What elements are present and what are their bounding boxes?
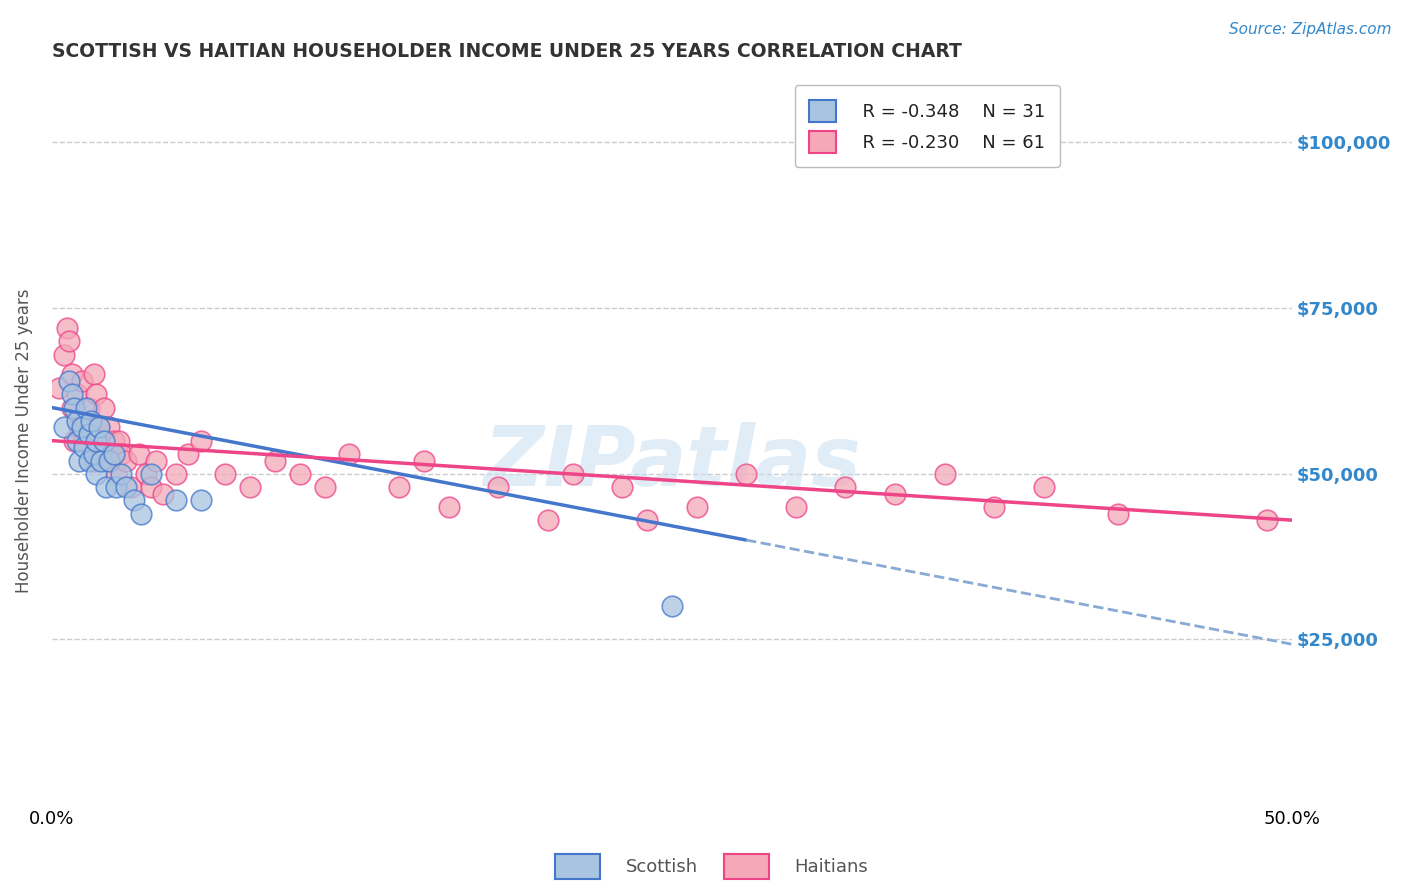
Y-axis label: Householder Income Under 25 years: Householder Income Under 25 years <box>15 288 32 593</box>
Point <box>190 493 212 508</box>
Text: ZIPatlas: ZIPatlas <box>482 422 860 503</box>
Point <box>1107 507 1129 521</box>
Point <box>735 467 758 481</box>
Point <box>83 453 105 467</box>
Point <box>76 401 98 415</box>
Point <box>110 447 132 461</box>
Point <box>60 387 83 401</box>
Point <box>83 368 105 382</box>
Point <box>53 347 76 361</box>
Point <box>86 467 108 481</box>
Point <box>412 453 434 467</box>
Point <box>77 401 100 415</box>
Point <box>561 467 583 481</box>
Point <box>145 453 167 467</box>
Point <box>65 387 87 401</box>
Point <box>177 447 200 461</box>
Point <box>86 434 108 448</box>
Point <box>100 453 122 467</box>
Point <box>486 480 509 494</box>
Point <box>58 374 80 388</box>
Point <box>97 453 120 467</box>
Point <box>105 467 128 481</box>
Point <box>122 493 145 508</box>
Point <box>73 440 96 454</box>
Point <box>337 447 360 461</box>
Point <box>983 500 1005 514</box>
Point <box>63 401 86 415</box>
Point <box>80 420 103 434</box>
Point <box>93 434 115 448</box>
Point <box>437 500 460 514</box>
Point <box>83 447 105 461</box>
Point <box>110 467 132 481</box>
Point <box>77 427 100 442</box>
Point <box>97 420 120 434</box>
Point <box>90 453 112 467</box>
Point <box>115 480 138 494</box>
Point <box>135 467 157 481</box>
Point <box>63 434 86 448</box>
Point <box>1256 513 1278 527</box>
Point <box>128 447 150 461</box>
Point <box>785 500 807 514</box>
Point <box>58 334 80 349</box>
Point <box>636 513 658 527</box>
Point <box>70 374 93 388</box>
Point <box>103 447 125 461</box>
Point <box>65 414 87 428</box>
Point <box>103 434 125 448</box>
Point <box>48 381 70 395</box>
Point <box>288 467 311 481</box>
Point <box>73 434 96 448</box>
Point <box>115 453 138 467</box>
Point <box>87 420 110 434</box>
Point <box>53 420 76 434</box>
Point <box>190 434 212 448</box>
Point <box>67 453 90 467</box>
Point <box>139 480 162 494</box>
Point <box>96 447 118 461</box>
Point <box>129 507 152 521</box>
Point <box>60 368 83 382</box>
Point <box>76 414 98 428</box>
Point <box>107 434 129 448</box>
Point <box>120 480 142 494</box>
Text: Haitians: Haitians <box>794 858 868 876</box>
Point <box>239 480 262 494</box>
Point <box>165 493 187 508</box>
Point <box>87 420 110 434</box>
Point <box>90 434 112 448</box>
Point <box>264 453 287 467</box>
Point <box>314 480 336 494</box>
Point <box>105 480 128 494</box>
Point <box>93 401 115 415</box>
Point <box>214 467 236 481</box>
Point <box>55 321 77 335</box>
Point <box>612 480 634 494</box>
Point <box>934 467 956 481</box>
Legend:   R = -0.348    N = 31,   R = -0.230    N = 61: R = -0.348 N = 31, R = -0.230 N = 61 <box>794 86 1060 167</box>
Text: Source: ZipAtlas.com: Source: ZipAtlas.com <box>1229 22 1392 37</box>
Point <box>537 513 560 527</box>
Point <box>165 467 187 481</box>
Point <box>80 414 103 428</box>
Point <box>67 420 90 434</box>
Point <box>70 420 93 434</box>
Point <box>96 480 118 494</box>
Point <box>139 467 162 481</box>
Point <box>685 500 707 514</box>
Point <box>60 401 83 415</box>
Point <box>834 480 856 494</box>
Point <box>661 599 683 614</box>
Point <box>152 486 174 500</box>
Point <box>388 480 411 494</box>
Text: SCOTTISH VS HAITIAN HOUSEHOLDER INCOME UNDER 25 YEARS CORRELATION CHART: SCOTTISH VS HAITIAN HOUSEHOLDER INCOME U… <box>52 42 962 61</box>
Point <box>884 486 907 500</box>
Point <box>77 453 100 467</box>
Point <box>86 387 108 401</box>
Text: Scottish: Scottish <box>626 858 697 876</box>
Point <box>1032 480 1054 494</box>
Point <box>65 434 87 448</box>
